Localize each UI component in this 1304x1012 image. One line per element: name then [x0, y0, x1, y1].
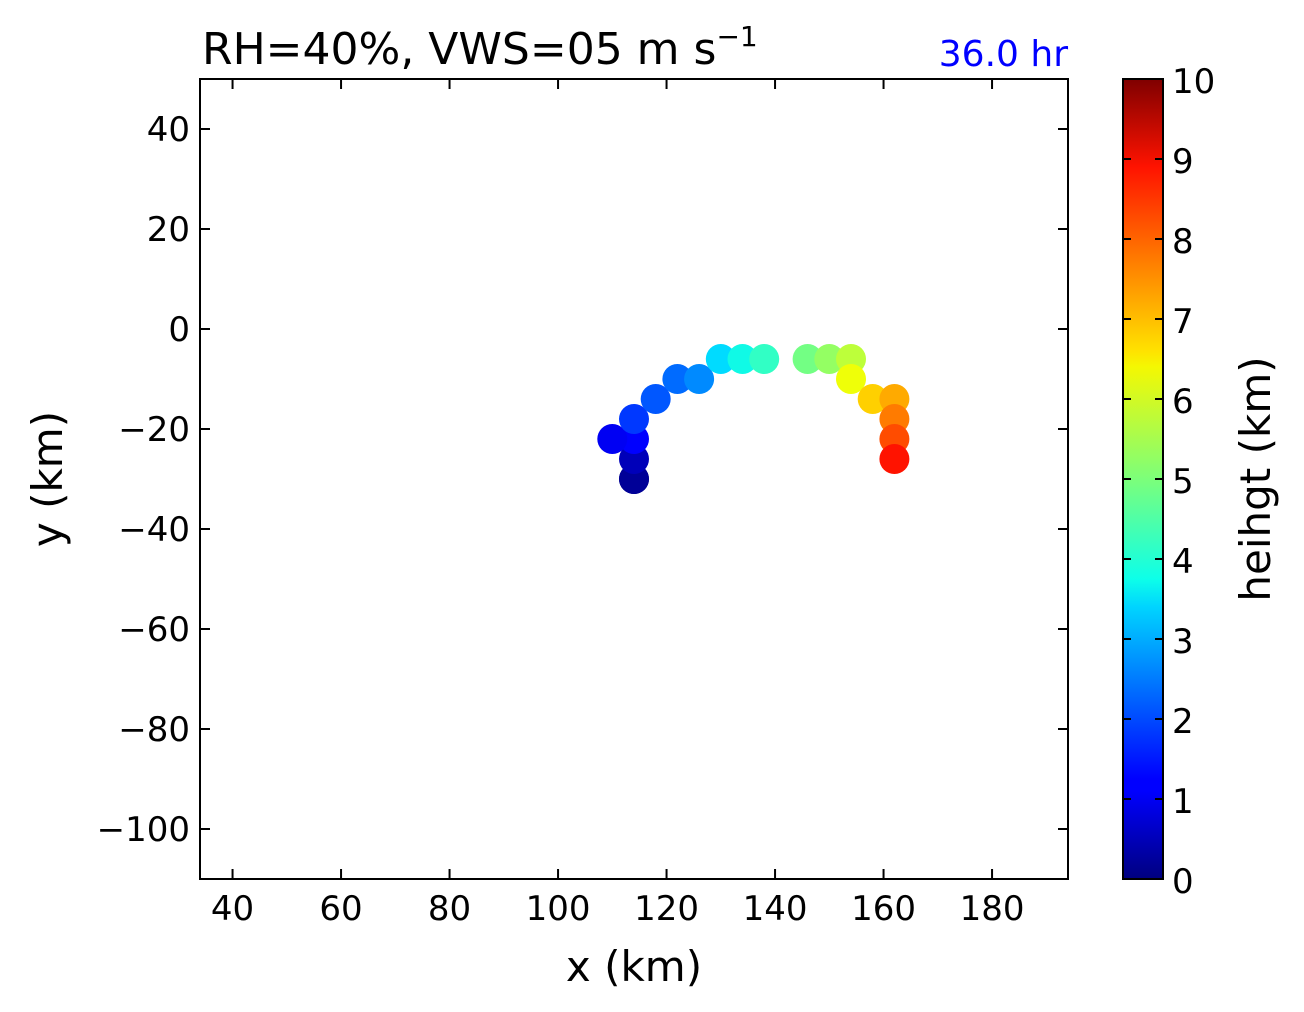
x-tick-label: 60	[319, 889, 362, 929]
x-tick-label: 140	[743, 889, 808, 929]
scatter-point	[619, 404, 649, 434]
scatter-point	[705, 344, 736, 374]
colorbar-tick-label: 3	[1172, 622, 1194, 662]
y-axis-label: y (km)	[23, 411, 72, 547]
x-tick-label: 120	[634, 889, 699, 929]
colorbar-tick-label: 7	[1172, 302, 1194, 342]
y-tick-label: −80	[118, 710, 190, 750]
scatter-point	[727, 344, 758, 374]
scatter-point	[814, 344, 845, 374]
scatter-point	[662, 364, 693, 394]
scatter-point	[836, 364, 866, 394]
colorbar-tick-label: 9	[1172, 142, 1194, 182]
colorbar-tick-label: 10	[1172, 62, 1215, 102]
scatter-point	[684, 364, 715, 394]
colorbar-tick-label: 4	[1172, 542, 1194, 582]
axis-ticks: 40 60 80 100 120 140 160 180 40 20 0 −20 −40 −60 −80 −1…	[97, 79, 1068, 929]
scatter-point	[792, 344, 823, 374]
x-axis-label: x (km)	[566, 942, 702, 991]
chart-title: RH=40%, VWS=05 m s−1	[202, 20, 758, 75]
colorbar-ticks: 0 1 2 3 4 5 6 7 8 9 10	[1123, 62, 1215, 902]
x-tick-label: 180	[960, 889, 1025, 929]
colorbar-label: heihgt (km)	[1231, 356, 1280, 601]
y-tick-label: 0	[168, 310, 190, 350]
title-superscript: −1	[716, 20, 757, 53]
scatter-point	[597, 424, 628, 454]
x-tick-label: 100	[526, 889, 591, 929]
colorbar-tick-label: 1	[1172, 782, 1194, 822]
scatter-point	[640, 384, 671, 414]
colorbar-tick-label: 6	[1172, 382, 1194, 422]
x-tick-label: 160	[851, 889, 916, 929]
scatter-point	[879, 444, 910, 474]
x-tick-label: 80	[428, 889, 471, 929]
data-points	[597, 344, 910, 494]
x-tick-label: 40	[211, 889, 254, 929]
y-tick-label: −20	[118, 410, 190, 450]
colorbar-tick-label: 5	[1172, 462, 1194, 502]
y-tick-label: 40	[147, 110, 190, 150]
colorbar-tick-label: 2	[1172, 702, 1194, 742]
y-tick-label: −60	[118, 610, 190, 650]
colorbar-tick-label: 8	[1172, 222, 1194, 262]
scatter-point	[749, 344, 780, 374]
y-tick-label: −40	[118, 510, 190, 550]
y-tick-label: 20	[147, 210, 190, 250]
time-label: 36.0 hr	[939, 34, 1068, 75]
y-tick-label: −100	[97, 810, 190, 850]
colorbar-tick-label: 0	[1172, 862, 1194, 902]
scatter-point	[857, 384, 888, 414]
